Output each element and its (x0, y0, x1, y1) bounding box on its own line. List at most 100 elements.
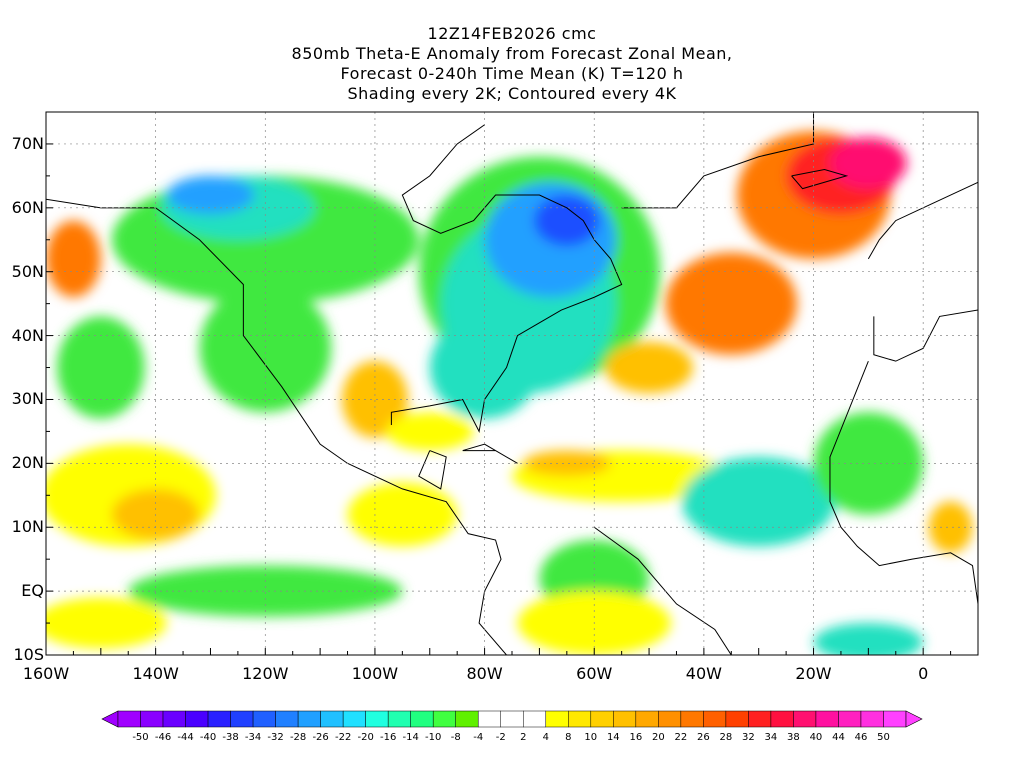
shade-region (199, 284, 332, 413)
colorbar-label: 10 (584, 732, 597, 743)
colorbar-swatch (162, 710, 186, 728)
colorbar-label: -40 (200, 732, 216, 743)
colorbar-label: 28 (720, 732, 733, 743)
axis-ticks (45, 143, 979, 656)
lat-tick-label: 10S (13, 645, 44, 664)
colorbar-label: 32 (742, 732, 755, 743)
colorbar-swatch (748, 710, 772, 728)
lon-tick-label: 20W (795, 664, 832, 683)
colorbar-swatch (432, 710, 456, 728)
colorbar-swatch (252, 710, 276, 728)
lon-tick-label: 140W (132, 664, 179, 683)
colorbar-swatch (883, 710, 907, 728)
shade-region (128, 565, 403, 617)
lon-tick-label: 100W (351, 664, 399, 683)
gridlines (46, 112, 978, 655)
colorbar-label: -4 (473, 732, 483, 743)
colorbar-swatch (725, 710, 749, 728)
shade-region (703, 482, 814, 547)
colorbar-label: 20 (652, 732, 665, 743)
shade-region (347, 482, 458, 547)
colorbar-swatch (635, 710, 659, 728)
shade-region (928, 501, 973, 553)
colorbar-swatch (117, 710, 141, 728)
colorbar-swatch (793, 710, 817, 728)
title-line-2: 850mb Theta-E Anomaly from Forecast Zona… (291, 44, 733, 63)
colorbar-label: -14 (403, 732, 419, 743)
coastline-segment (873, 309, 978, 362)
colorbar-label: -28 (290, 732, 306, 743)
colorbar-label: -8 (451, 732, 461, 743)
colorbar-label: 26 (697, 732, 710, 743)
colorbar-min-arrow (101, 710, 119, 728)
colorbar-swatch (658, 710, 682, 728)
colorbar-swatch (680, 710, 704, 728)
colorbar-label: -26 (312, 732, 328, 743)
lon-tick-label: 60W (576, 664, 613, 683)
colorbar-label: 8 (565, 732, 571, 743)
colorbar-max-arrow (905, 710, 923, 728)
anomaly-field (46, 112, 978, 655)
colorbar-label: -20 (357, 732, 373, 743)
colorbar-swatch (455, 710, 479, 728)
colorbar-swatch (568, 710, 592, 728)
colorbar-label: 14 (607, 732, 620, 743)
colorbar-label: -16 (380, 732, 396, 743)
shade-region (665, 252, 798, 355)
lat-tick-label: 70N (11, 133, 44, 153)
colorbar-swatch (207, 710, 231, 728)
lon-tick-label: 160W (22, 664, 70, 683)
colorbar-label: 44 (832, 732, 845, 743)
shade-region (522, 450, 611, 477)
colorbar-label: 40 (810, 732, 823, 743)
coastline-segment (390, 124, 623, 433)
colorbar-label: -32 (267, 732, 283, 743)
colorbar-swatch (523, 710, 547, 728)
shade-region (56, 316, 145, 419)
colorbar-swatch (320, 710, 344, 728)
shade-region (605, 341, 693, 394)
shade-region (533, 195, 600, 247)
shade-region (429, 316, 540, 419)
colorbar-label: -38 (222, 732, 238, 743)
lat-tick-label: 30N (11, 389, 44, 409)
colorbar-swatch (387, 710, 411, 728)
lon-tick-label: 120W (242, 664, 289, 683)
shade-region (829, 137, 907, 189)
colorbar-label: 22 (674, 732, 687, 743)
lat-tick-label: 50N (11, 261, 44, 281)
colorbar-swatch (230, 710, 254, 728)
lat-tick-label: 20N (11, 453, 44, 473)
colorbar-label: 50 (877, 732, 890, 743)
lat-tick-label: 40N (11, 325, 44, 345)
colorbar-swatch (275, 710, 299, 728)
shade-region (166, 175, 255, 215)
colorbar-swatch (838, 710, 862, 728)
colorbar-swatch (590, 710, 614, 728)
colorbar-swatch (342, 710, 366, 728)
colorbar-label: -46 (155, 732, 171, 743)
shade-region (385, 412, 474, 451)
colorbar-label: -22 (335, 732, 351, 743)
colorbar-label: -34 (245, 732, 261, 743)
shade-region (813, 623, 924, 655)
coastline-segment (867, 181, 978, 260)
colorbar-swatch (185, 710, 209, 728)
colorbar-label: -50 (132, 732, 148, 743)
colorbar-label: 38 (787, 732, 800, 743)
colorbar-label: 34 (765, 732, 778, 743)
colorbar-swatch (815, 710, 839, 728)
coastline-segment (829, 360, 978, 604)
lon-tick-label: 40W (685, 664, 722, 683)
colorbar-swatch (770, 710, 794, 728)
coastline-segment (621, 112, 815, 209)
colorbar-swatch (703, 710, 727, 728)
coastline-segment (791, 168, 849, 190)
title-line-1: 12Z14FEB2026 cmc (427, 24, 597, 43)
colorbar-label: 2 (520, 732, 526, 743)
coastline-segment (593, 526, 732, 655)
lon-tick-label: 80W (466, 664, 503, 683)
title-line-3: Forecast 0-240h Time Mean (K) T=120 h (340, 64, 684, 83)
colorbar: -50 -46 -44 -40 -38 -34 -32 -28 -26 -22 -20 -16 -14-… (101, 710, 923, 743)
